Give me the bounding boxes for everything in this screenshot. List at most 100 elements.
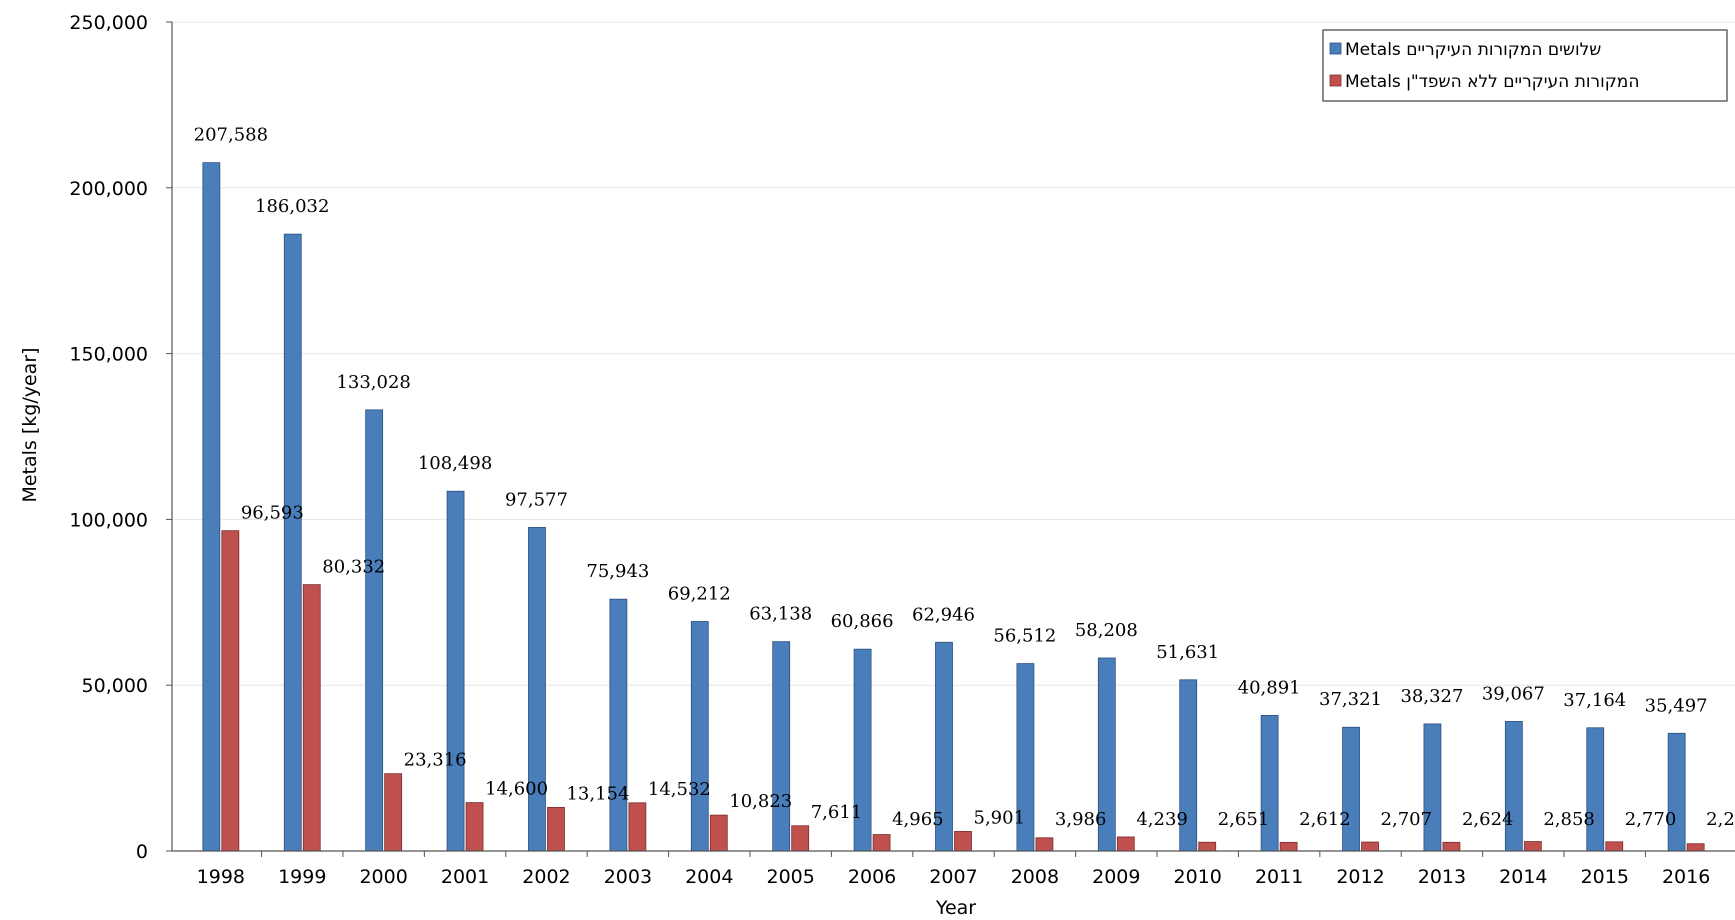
bar-series-1 — [202, 162, 221, 852]
y-tick-label: 250,000 — [69, 12, 148, 34]
data-label-series-1: 35,497 — [1645, 695, 1708, 716]
data-label-series-1: 37,164 — [1563, 690, 1626, 711]
x-tick-label: 2016 — [1662, 866, 1710, 888]
legend-label-series-2: המקורות העיקריים ללא השפד"ן Metals — [1345, 72, 1639, 92]
bar-series-2 — [1523, 841, 1542, 852]
bar-series-2 — [547, 806, 565, 852]
legend-label-series-1: שלושים המקורות העיקריים Metals — [1345, 40, 1601, 60]
bar-series-2 — [1605, 841, 1624, 852]
data-label-series-2: 4,239 — [1136, 809, 1188, 830]
bar-series-2 — [302, 584, 321, 852]
x-tick-label: 1999 — [278, 866, 326, 888]
bar-series-2 — [221, 530, 240, 852]
bar-series-1 — [1667, 732, 1686, 852]
bar-series-1 — [690, 621, 709, 852]
x-tick-label: 2012 — [1336, 866, 1384, 888]
bar-series-1 — [1342, 726, 1360, 852]
bar-series-1 — [283, 233, 302, 852]
data-label-series-1: 207,588 — [194, 125, 268, 146]
data-label-series-1: 38,327 — [1400, 686, 1463, 707]
data-label-series-1: 108,498 — [418, 453, 492, 474]
data-label-series-1: 37,321 — [1319, 689, 1382, 710]
y-tick-label: 100,000 — [69, 509, 148, 531]
data-label-series-1: 60,866 — [831, 611, 894, 632]
bar-series-2 — [628, 802, 647, 852]
data-label-series-1: 63,138 — [749, 604, 812, 625]
data-label-series-1: 133,028 — [336, 372, 410, 393]
bar-series-2 — [1035, 837, 1054, 852]
x-tick-label: 2009 — [1092, 866, 1140, 888]
x-tick-label: 2001 — [441, 866, 489, 888]
data-label-series-2: 80,332 — [322, 557, 385, 578]
tick-labels: 0 50,000 100,000 150,000 200,000 250,000 1998 1… — [69, 12, 1710, 888]
data-label-series-2: 10,823 — [729, 791, 792, 812]
bar-series-2 — [1116, 836, 1135, 852]
x-tick-label: 2002 — [522, 866, 570, 888]
data-label-series-1: 51,631 — [1156, 642, 1219, 663]
x-tick-label: 2000 — [359, 866, 407, 888]
x-tick-label: 1998 — [197, 866, 245, 888]
x-tick-label: 2014 — [1499, 866, 1547, 888]
bar-series-1 — [1260, 715, 1279, 852]
data-label-series-2: 2,707 — [1381, 809, 1433, 830]
bar-series-1 — [1504, 721, 1523, 852]
axes — [166, 21, 1735, 857]
bar-series-2 — [1279, 841, 1298, 852]
data-label-series-2: 14,600 — [485, 779, 548, 800]
data-label-series-2: 13,154 — [566, 783, 629, 804]
data-label-series-1: 75,943 — [586, 561, 649, 582]
data-label-series-2: 7,611 — [811, 802, 863, 823]
bar-series-2 — [872, 834, 891, 852]
x-tick-label: 2010 — [1174, 866, 1222, 888]
bar-series-2 — [1361, 841, 1379, 852]
data-label-series-2: 2,612 — [1299, 809, 1351, 830]
data-label-series-1: 40,891 — [1238, 677, 1301, 698]
bar-series-2 — [1686, 843, 1705, 852]
bar-series-2 — [954, 831, 972, 852]
x-tick-label: 2004 — [685, 866, 733, 888]
x-tick-label: 2015 — [1581, 866, 1629, 888]
bar-series-1 — [528, 527, 546, 852]
bar-series-1 — [609, 598, 628, 852]
legend: שלושים המקורות העיקריים Metals המקורות ה… — [1322, 29, 1728, 102]
data-label-series-1: 97,577 — [505, 489, 568, 510]
data-label-series-2: 2,770 — [1625, 809, 1677, 830]
data-label-series-1: 69,212 — [668, 583, 731, 604]
data-label-series-1: 39,067 — [1482, 683, 1545, 704]
y-tick-label: 50,000 — [82, 675, 148, 697]
bar-series-1 — [772, 641, 791, 852]
x-tick-label: 2006 — [848, 866, 896, 888]
data-label-series-2: 14,532 — [648, 779, 711, 800]
y-tick-label: 150,000 — [69, 344, 148, 366]
bars — [202, 162, 1705, 852]
x-tick-label: 2007 — [929, 866, 977, 888]
bar-series-1 — [1423, 723, 1442, 852]
legend-swatch-series-2 — [1329, 74, 1342, 87]
data-label-series-1: 62,946 — [912, 604, 975, 625]
x-tick-label: 2011 — [1255, 866, 1303, 888]
bar-series-2 — [465, 802, 484, 852]
bar-series-2 — [384, 773, 403, 852]
data-labels: 207,588 96,593 186,032 80,332 133,028 23,316 1… — [194, 125, 1735, 830]
data-label-series-2: 4,965 — [892, 809, 944, 830]
bar-series-2 — [791, 825, 810, 852]
data-label-series-1: 58,208 — [1075, 620, 1138, 641]
data-label-series-2: 3,986 — [1055, 809, 1107, 830]
data-label-series-2: 2,200 — [1706, 809, 1735, 830]
data-label-series-2: 2,651 — [1218, 809, 1270, 830]
x-axis-title: Year — [935, 897, 976, 919]
legend-swatch-series-1 — [1329, 42, 1342, 55]
y-axis-title: Metals [kg/year] — [19, 347, 41, 502]
x-tick-label: 2005 — [767, 866, 815, 888]
data-label-series-2: 5,901 — [974, 807, 1026, 828]
bar-series-2 — [709, 814, 728, 852]
y-tick-label: 0 — [136, 841, 148, 863]
data-label-series-2: 2,624 — [1462, 809, 1514, 830]
data-label-series-2: 2,858 — [1543, 809, 1595, 830]
data-label-series-2: 96,593 — [241, 503, 304, 524]
data-label-series-1: 56,512 — [993, 626, 1056, 647]
bar-series-2 — [1198, 841, 1217, 852]
bar-series-1 — [1586, 727, 1605, 852]
y-tick-label: 200,000 — [69, 178, 148, 200]
